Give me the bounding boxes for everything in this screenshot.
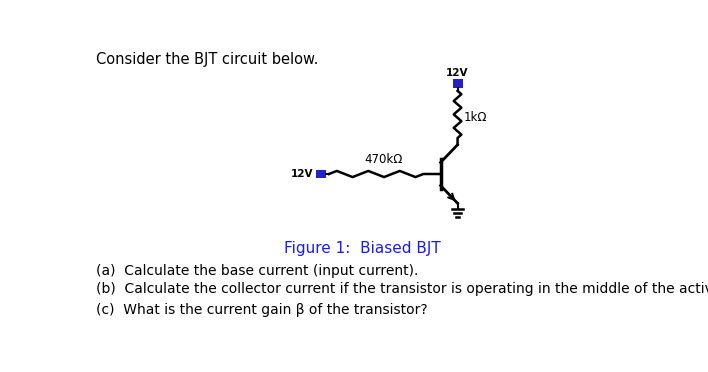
Text: (a)  Calculate the base current (input current).: (a) Calculate the base current (input cu… xyxy=(96,264,419,278)
Bar xyxy=(452,79,462,88)
Text: 12V: 12V xyxy=(446,68,469,78)
Text: 470kΩ: 470kΩ xyxy=(365,153,404,166)
Text: (c)  What is the current gain β of the transistor?: (c) What is the current gain β of the tr… xyxy=(96,302,428,317)
Bar xyxy=(316,170,326,178)
Text: 12V: 12V xyxy=(291,169,314,179)
Text: (b)  Calculate the collector current if the transistor is operating in the middl: (b) Calculate the collector current if t… xyxy=(96,282,708,296)
Text: Consider the BJT circuit below.: Consider the BJT circuit below. xyxy=(96,52,319,67)
Text: Figure 1:  Biased BJT: Figure 1: Biased BJT xyxy=(285,241,441,256)
Text: 1kΩ: 1kΩ xyxy=(464,111,487,124)
